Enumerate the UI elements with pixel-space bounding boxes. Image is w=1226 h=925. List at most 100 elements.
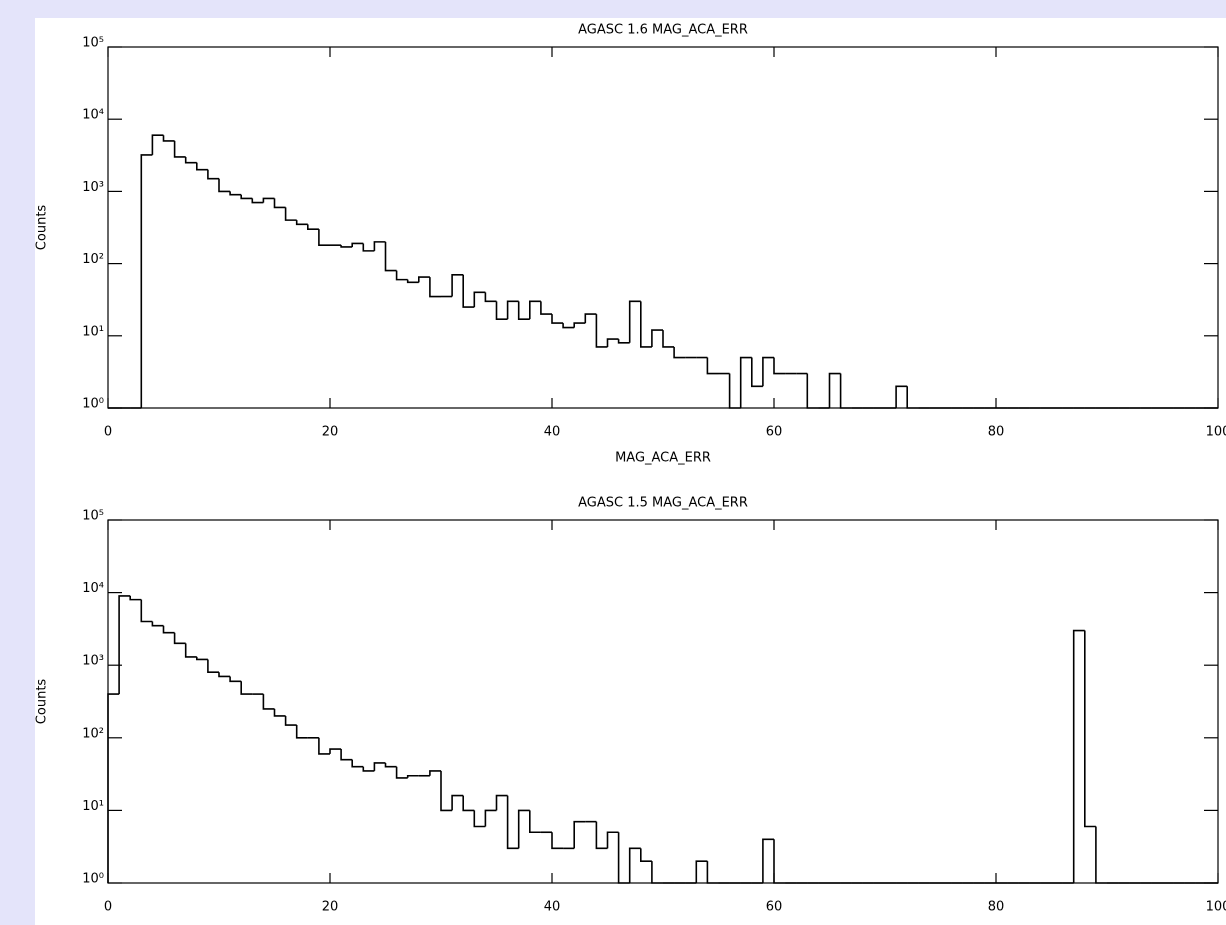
y-tick-label: 10¹ — [82, 324, 104, 339]
histogram-bin — [196, 656, 208, 661]
histogram-bin — [295, 725, 308, 739]
histogram-bin — [595, 821, 608, 850]
histogram-bin — [895, 385, 908, 408]
histogram-bin — [140, 599, 153, 623]
histogram-bin — [540, 301, 552, 315]
histogram-bin — [595, 314, 608, 348]
histogram-bin — [617, 832, 630, 884]
histogram-bin — [406, 279, 419, 284]
histogram-bin — [373, 241, 386, 251]
histogram-bin — [773, 357, 786, 375]
histogram-bin — [284, 715, 297, 726]
histogram-bin — [184, 156, 197, 164]
histogram-bin — [606, 338, 619, 347]
x-tick-label: 40 — [544, 900, 561, 915]
histogram-bin — [373, 762, 386, 771]
histogram-bin — [495, 301, 508, 320]
histogram-bin — [828, 372, 841, 408]
histogram-bin — [218, 672, 231, 678]
histogram-bin — [429, 770, 441, 776]
histogram-bin — [728, 373, 741, 409]
y-tick-label: 10³ — [82, 180, 104, 195]
histogram-bin — [573, 322, 586, 328]
x-tick-label: 0 — [104, 425, 112, 440]
histogram-bin — [906, 386, 919, 409]
histogram-bin — [184, 643, 197, 658]
histogram-bin — [395, 270, 408, 281]
y-tick-label: 10⁵ — [82, 36, 104, 51]
x-tick-label: 40 — [544, 425, 561, 440]
histogram-bin — [673, 346, 686, 359]
histogram-bin — [495, 794, 508, 811]
histogram-bin — [351, 242, 364, 247]
histogram-bin — [773, 839, 786, 884]
y-tick-label: 10⁵ — [82, 509, 104, 524]
axes-frame — [107, 46, 1219, 409]
histogram-bin — [362, 243, 375, 252]
histogram-bin — [529, 300, 541, 320]
histogram-bin — [318, 229, 330, 246]
histogram-bin — [329, 748, 342, 754]
histogram-bin — [362, 766, 375, 772]
histogram-bin — [484, 292, 497, 303]
x-axis-label: MAG_ACA_ERR — [615, 451, 711, 466]
y-tick-label: 10⁴ — [82, 581, 104, 596]
y-axis-label: Counts — [35, 679, 50, 725]
chart-title: AGASC 1.5 MAG_ACA_ERR — [578, 496, 748, 511]
plot-window — [35, 18, 1226, 925]
histogram-bin — [551, 314, 564, 324]
histogram-bin — [340, 245, 353, 248]
histogram-bin — [207, 169, 219, 180]
histogram-bin — [584, 313, 597, 324]
histogram-bin — [395, 766, 408, 779]
histogram-bin — [1072, 629, 1085, 883]
histogram-bin — [462, 274, 475, 308]
histogram-bin — [739, 356, 752, 408]
histogram-bin — [207, 659, 219, 674]
histogram-bin — [418, 276, 430, 283]
histogram-bin — [573, 820, 586, 849]
histogram-bin — [351, 759, 364, 768]
histogram-bin — [429, 277, 441, 298]
histogram-bin — [118, 595, 131, 695]
y-tick-label: 10³ — [82, 654, 104, 669]
y-tick-label: 10⁰ — [82, 872, 104, 887]
x-tick-label: 60 — [766, 425, 783, 440]
histogram-bin — [606, 831, 619, 849]
histogram-bin — [751, 357, 763, 388]
histogram-bin — [173, 140, 186, 158]
histogram-bin — [640, 301, 652, 348]
y-tick-label: 10⁴ — [82, 108, 104, 123]
histogram-bin — [562, 323, 575, 329]
histogram-bin — [340, 749, 353, 761]
histogram-bin — [640, 848, 652, 862]
histogram-bin — [162, 135, 175, 142]
histogram-bin — [484, 809, 497, 827]
histogram-bin — [129, 595, 142, 601]
histogram-bin — [240, 681, 253, 695]
histogram-bin — [251, 198, 264, 204]
histogram-bin — [617, 339, 630, 344]
histogram-bin — [173, 632, 186, 645]
y-tick-label: 10⁰ — [82, 397, 104, 412]
y-tick-label: 10² — [82, 252, 104, 267]
y-tick-label: 10¹ — [82, 799, 104, 814]
histogram-bin — [295, 220, 308, 226]
histogram-bin — [695, 860, 708, 883]
histogram-bin — [284, 207, 297, 221]
histogram-bin — [628, 300, 641, 343]
y-tick-label: 10² — [82, 726, 104, 741]
histogram-bin — [229, 191, 242, 196]
histogram-bin — [318, 737, 330, 755]
histogram-bin — [151, 621, 164, 627]
histogram-bin — [462, 795, 475, 812]
histogram-bin — [451, 794, 464, 811]
histogram-bin — [839, 373, 852, 409]
histogram-bin — [529, 810, 541, 834]
histogram-bin — [651, 329, 663, 347]
histogram-bin — [196, 162, 208, 171]
histogram-bin — [262, 694, 275, 710]
histogram-bin — [628, 847, 641, 883]
histogram-bin — [473, 810, 486, 828]
